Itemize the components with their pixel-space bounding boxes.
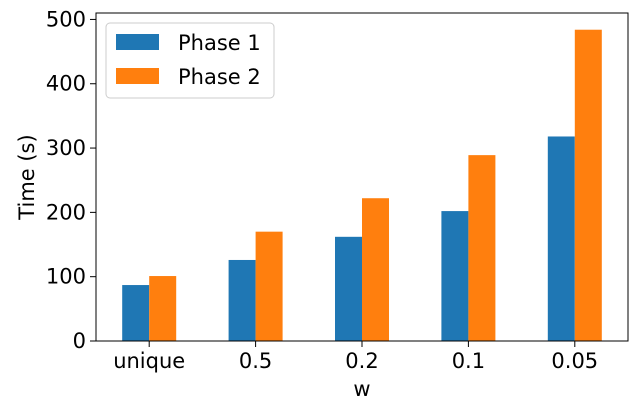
x-axis: unique 0.5 0.2 0.1 0.05 <box>113 341 598 373</box>
bar-phase-2-0.2 <box>362 198 389 341</box>
y-tick-label: 0 <box>73 329 86 353</box>
y-tick-label: 100 <box>46 265 86 289</box>
x-axis-label: w <box>353 377 370 400</box>
bar-phase-1-0.1 <box>441 211 469 341</box>
x-tick-label: 0.1 <box>452 349 485 373</box>
x-tick-label: 0.05 <box>551 349 598 373</box>
bar-phase-1-unique <box>122 285 150 341</box>
y-axis-label: Time (s) <box>15 134 39 220</box>
legend-label-phase-2: Phase 2 <box>178 65 261 89</box>
bar-phase-2-0.1 <box>468 155 496 341</box>
x-tick-label: unique <box>113 349 185 373</box>
bar-phase-2-0.5 <box>255 231 283 341</box>
legend: Phase 1 Phase 2 <box>105 22 275 99</box>
x-tick-label: 0.5 <box>239 349 272 373</box>
y-tick-label: 500 <box>46 7 86 31</box>
bar-phase-2-unique <box>149 276 177 341</box>
y-tick-label: 200 <box>46 200 86 224</box>
y-tick-label: 300 <box>46 136 86 160</box>
legend-swatch-phase-1 <box>116 34 159 50</box>
y-tick-label: 400 <box>46 72 86 96</box>
x-tick-label: 0.2 <box>345 349 378 373</box>
legend-label-phase-1: Phase 1 <box>178 31 261 55</box>
y-axis: 0 100 200 300 400 500 <box>46 7 96 353</box>
bar-phase-1-0.5 <box>228 259 256 341</box>
bar-phase-1-0.05 <box>547 136 575 341</box>
bars-group <box>122 29 602 342</box>
bar-phase-1-0.2 <box>335 236 362 341</box>
legend-swatch-phase-2 <box>116 68 159 84</box>
bar-phase-2-0.05 <box>574 29 602 342</box>
